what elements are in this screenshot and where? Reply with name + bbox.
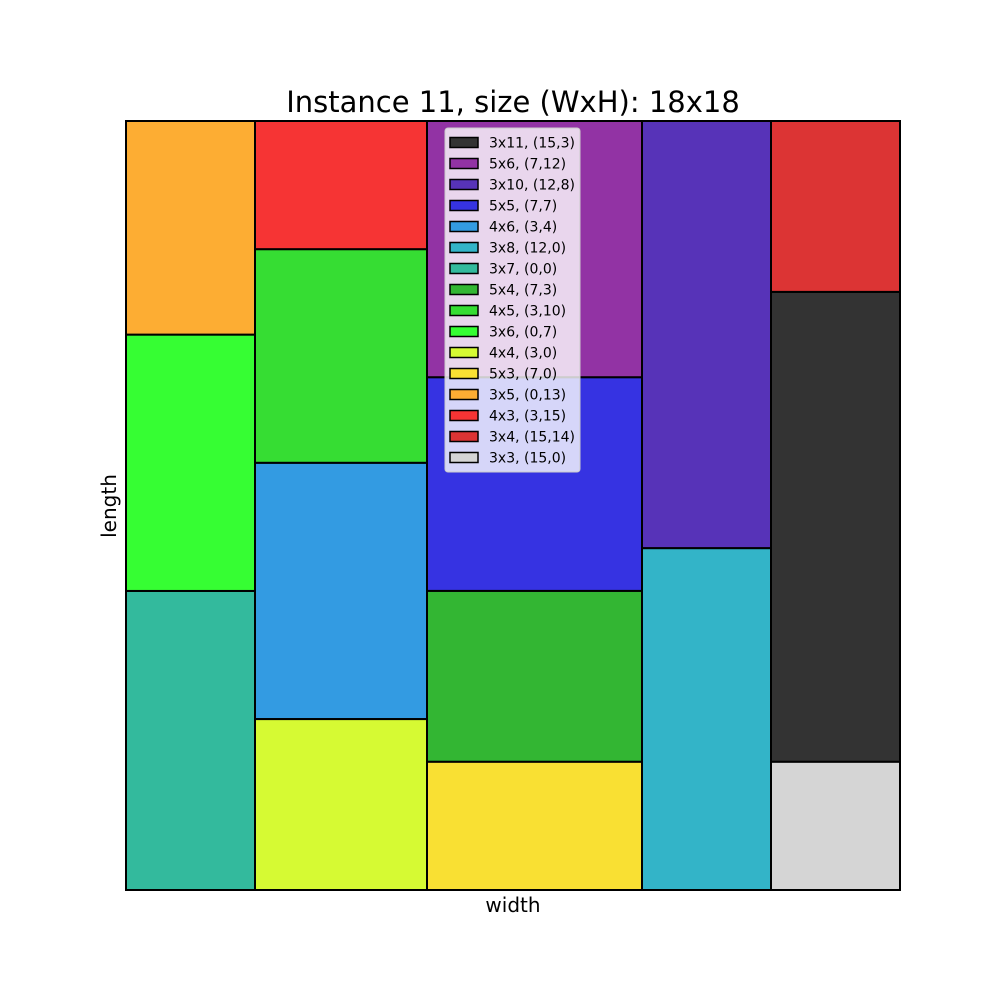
packed-rect-16 [770,760,901,891]
legend-swatch-5 [449,220,479,233]
legend-label-11: 4x4, (3,0) [489,346,557,362]
legend-label-5: 4x6, (3,4) [489,220,557,236]
legend-box [444,127,581,473]
packed-rect-1 [770,290,901,763]
chart-title: Instance 11, size (WxH): 18x18 [286,85,740,119]
packed-rect-13 [125,120,256,336]
legend-label-9: 4x5, (3,10) [489,304,566,320]
legend-label-16: 3x3, (15,0) [489,451,566,467]
legend-label-15: 3x4, (15,14) [489,430,575,446]
legend-swatch-8 [449,283,479,296]
legend-swatch-14 [449,409,479,422]
packed-rect-6 [641,547,772,891]
legend-swatch-15 [449,430,479,443]
legend-label-3: 3x10, (12,8) [489,178,575,194]
legend-swatch-11 [449,346,479,359]
legend-label-13: 3x5, (0,13) [489,388,566,404]
packed-rect-3 [641,120,772,550]
packed-rect-10 [125,333,256,592]
legend-label-10: 3x6, (0,7) [489,325,557,341]
legend-swatch-4 [449,199,479,212]
legend-label-12: 5x3, (7,0) [489,367,557,383]
legend-swatch-7 [449,262,479,275]
legend-swatch-2 [449,157,479,170]
legend-swatch-1 [449,136,479,149]
legend-swatch-13 [449,388,479,401]
legend-swatch-3 [449,178,479,191]
legend-swatch-9 [449,304,479,317]
packed-rect-9 [254,248,428,464]
legend-label-1: 3x11, (15,3) [489,136,575,152]
legend-label-8: 5x4, (7,3) [489,283,557,299]
packed-rect-8 [426,589,643,763]
packed-rect-11 [254,718,428,891]
y-axis-label: length [97,474,121,538]
plot-frame [125,120,901,891]
packed-rect-5 [254,461,428,721]
packed-rect-14 [254,120,428,251]
packed-rect-7 [125,589,256,891]
legend-label-7: 3x7, (0,0) [489,262,557,278]
x-axis-label: width [485,893,540,917]
packed-rect-12 [426,760,643,891]
legend-swatch-16 [449,451,479,464]
legend-swatch-6 [449,241,479,254]
legend: 3x11, (15,3) 5x6, (7,12) 3x10, (12,8) 5x5, … [444,127,581,473]
legend-swatch-12 [449,367,479,380]
legend-label-14: 4x3, (3,15) [489,409,566,425]
legend-label-2: 5x6, (7,12) [489,157,566,173]
legend-swatch-10 [449,325,479,338]
legend-label-4: 5x5, (7,7) [489,199,557,215]
legend-label-6: 3x8, (12,0) [489,241,566,257]
packed-rect-15 [770,120,901,293]
